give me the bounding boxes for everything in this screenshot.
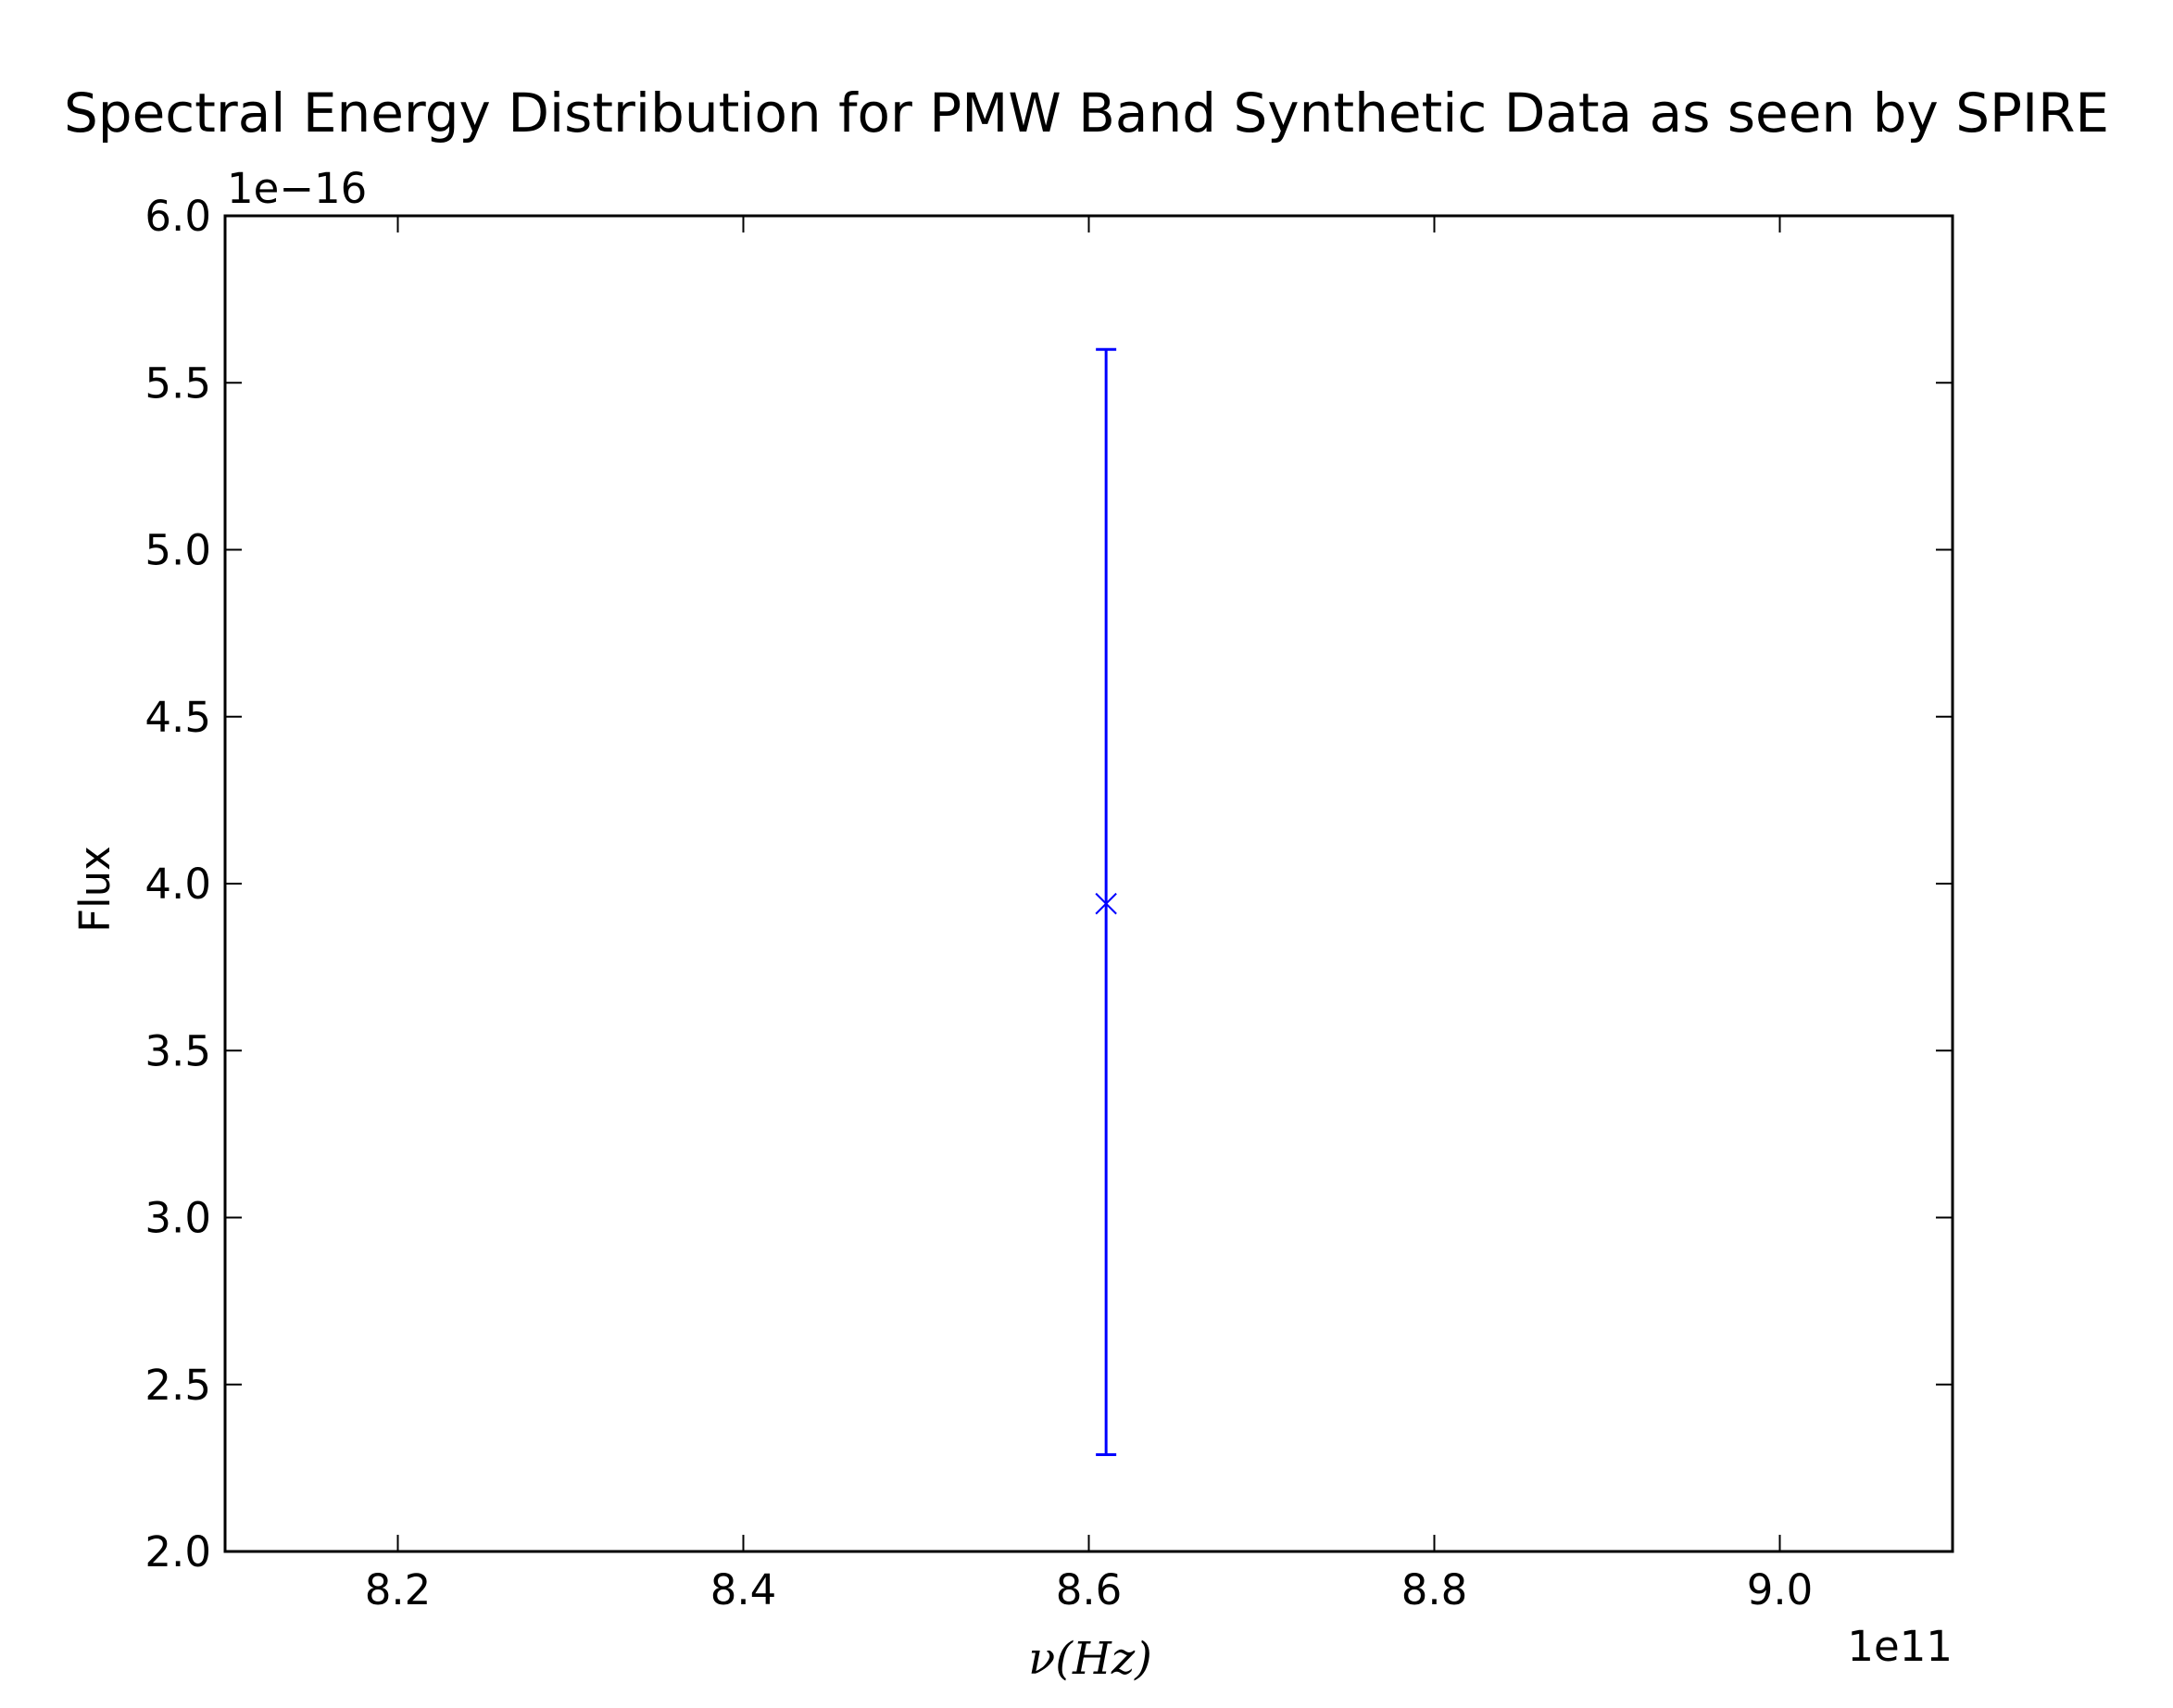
y-tick-label: 4.5 <box>144 693 211 742</box>
axis-ticks: 8.2 8.4 8.6 8.8 9.0 2.0 2.5 3.0 3.5 4.0 4.5 5.0 5.5 6… <box>144 192 1953 1614</box>
x-tick-label: 8.4 <box>710 1565 777 1614</box>
y-tick-label: 2.0 <box>144 1527 211 1576</box>
y-offset-label: 1e−16 <box>227 164 367 213</box>
x-tick-label: 8.2 <box>365 1565 432 1614</box>
y-axis-label: Flux <box>70 846 119 933</box>
x-tick-label: 9.0 <box>1747 1565 1814 1614</box>
y-tick-label: 6.0 <box>144 192 211 241</box>
y-tick-label: 5.0 <box>144 526 211 575</box>
data-point-marker <box>1095 892 1117 915</box>
plot-frame <box>223 214 1954 1553</box>
x-tick-label: 8.6 <box>1056 1565 1123 1614</box>
y-tick-label: 4.0 <box>144 860 211 909</box>
x-axis-label: ν(Hz) <box>1028 1633 1152 1685</box>
y-tick-label: 2.5 <box>144 1361 211 1410</box>
x-tick-label: 8.8 <box>1401 1565 1468 1614</box>
y-tick-label: 3.5 <box>144 1026 211 1075</box>
marker-stroke <box>1095 892 1117 915</box>
x-offset-label: 1e11 <box>1847 1622 1953 1671</box>
y-tick-label: 5.5 <box>144 358 211 408</box>
chart-title: Spectral Energy Distribution for PMW Ban… <box>64 82 2109 144</box>
data-marks <box>1095 347 1117 1456</box>
y-tick-label: 3.0 <box>144 1194 211 1243</box>
